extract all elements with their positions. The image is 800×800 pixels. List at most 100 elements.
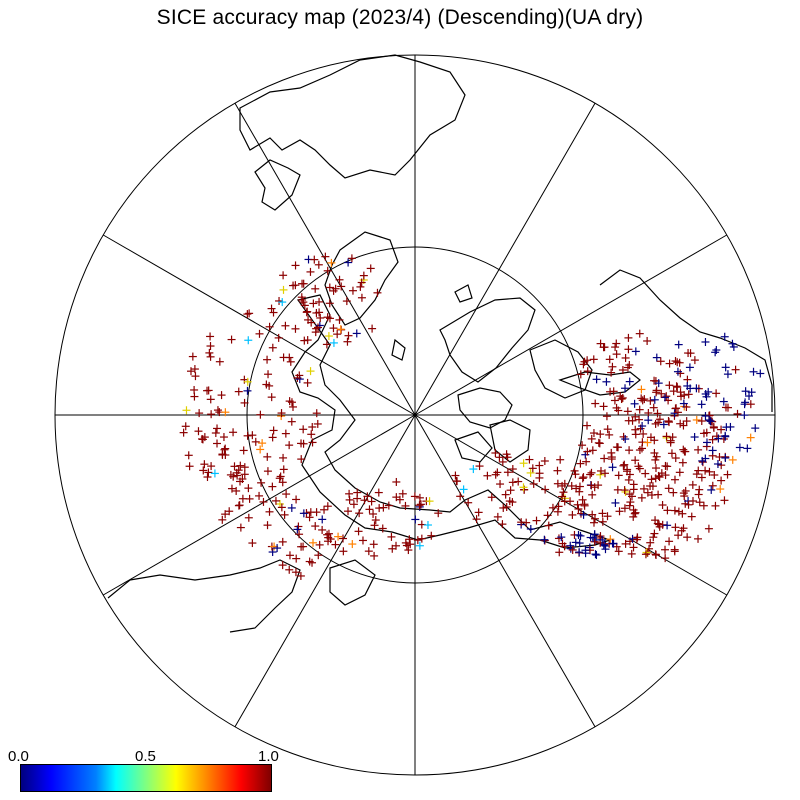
marker	[388, 544, 397, 553]
marker	[514, 477, 523, 486]
marker	[664, 417, 673, 426]
marker	[637, 444, 646, 453]
marker	[288, 402, 297, 411]
marker	[506, 486, 515, 495]
marker	[291, 324, 300, 333]
marker	[679, 399, 688, 408]
marker	[525, 455, 534, 464]
marker	[713, 459, 722, 468]
marker	[710, 470, 719, 479]
marker	[555, 548, 564, 557]
marker	[621, 435, 630, 444]
marker	[329, 324, 338, 333]
marker	[308, 558, 317, 567]
marker	[200, 460, 209, 469]
marker	[694, 445, 703, 454]
marker	[220, 445, 229, 454]
marker	[195, 409, 204, 418]
marker	[339, 547, 348, 556]
marker	[374, 488, 383, 497]
marker	[672, 382, 681, 391]
marker	[338, 534, 347, 543]
marker	[203, 473, 212, 482]
marker	[651, 464, 660, 473]
marker	[206, 332, 215, 341]
marker	[655, 415, 664, 424]
marker	[641, 469, 650, 478]
marker	[674, 340, 683, 349]
marker	[211, 429, 220, 438]
marker	[293, 525, 302, 534]
marker	[287, 503, 296, 512]
marker	[309, 299, 318, 308]
marker	[255, 329, 264, 338]
marker	[605, 430, 614, 439]
marker	[190, 392, 199, 401]
marker	[548, 503, 557, 512]
marker	[751, 424, 760, 433]
marker	[590, 483, 599, 492]
marker	[601, 545, 610, 554]
marker	[598, 517, 607, 526]
marker	[263, 355, 272, 364]
marker	[731, 365, 740, 374]
marker	[540, 535, 549, 544]
marker	[314, 260, 323, 269]
marker	[652, 386, 661, 395]
marker	[694, 490, 703, 499]
marker	[417, 534, 426, 543]
marker	[746, 400, 755, 409]
marker	[234, 466, 243, 475]
marker	[733, 409, 742, 418]
marker	[745, 392, 754, 401]
marker	[611, 498, 620, 507]
marker	[318, 525, 327, 534]
marker	[583, 447, 592, 456]
marker	[553, 507, 562, 516]
meridian-line	[102, 414, 416, 596]
marker	[239, 446, 248, 455]
marker	[308, 422, 317, 431]
marker	[664, 484, 673, 493]
marker	[643, 438, 652, 447]
marker	[686, 349, 695, 358]
marker	[273, 544, 282, 553]
marker	[652, 550, 661, 559]
marker	[348, 540, 357, 549]
marker	[673, 383, 682, 392]
marker	[670, 506, 679, 515]
marker	[528, 464, 537, 473]
marker	[583, 421, 592, 430]
marker	[647, 475, 656, 484]
marker	[358, 536, 367, 545]
marker	[587, 481, 596, 490]
marker	[608, 463, 617, 472]
marker	[671, 454, 680, 463]
marker	[225, 507, 234, 516]
marker	[206, 395, 215, 404]
marker	[574, 504, 583, 513]
marker	[243, 386, 252, 395]
marker	[508, 478, 517, 487]
marker	[623, 465, 632, 474]
marker	[717, 425, 726, 434]
marker	[282, 490, 291, 499]
marker	[631, 508, 640, 517]
marker	[275, 474, 284, 483]
marker	[413, 536, 422, 545]
marker	[580, 357, 589, 366]
marker	[306, 267, 315, 276]
marker	[472, 515, 481, 524]
marker	[373, 288, 382, 297]
marker	[578, 441, 587, 450]
marker	[264, 370, 273, 379]
marker	[657, 389, 666, 398]
marker	[628, 534, 637, 543]
marker	[623, 407, 632, 416]
marker	[701, 412, 710, 421]
marker	[334, 532, 343, 541]
marker	[606, 535, 615, 544]
marker	[644, 416, 653, 425]
marker	[378, 524, 387, 533]
marker	[205, 348, 214, 357]
